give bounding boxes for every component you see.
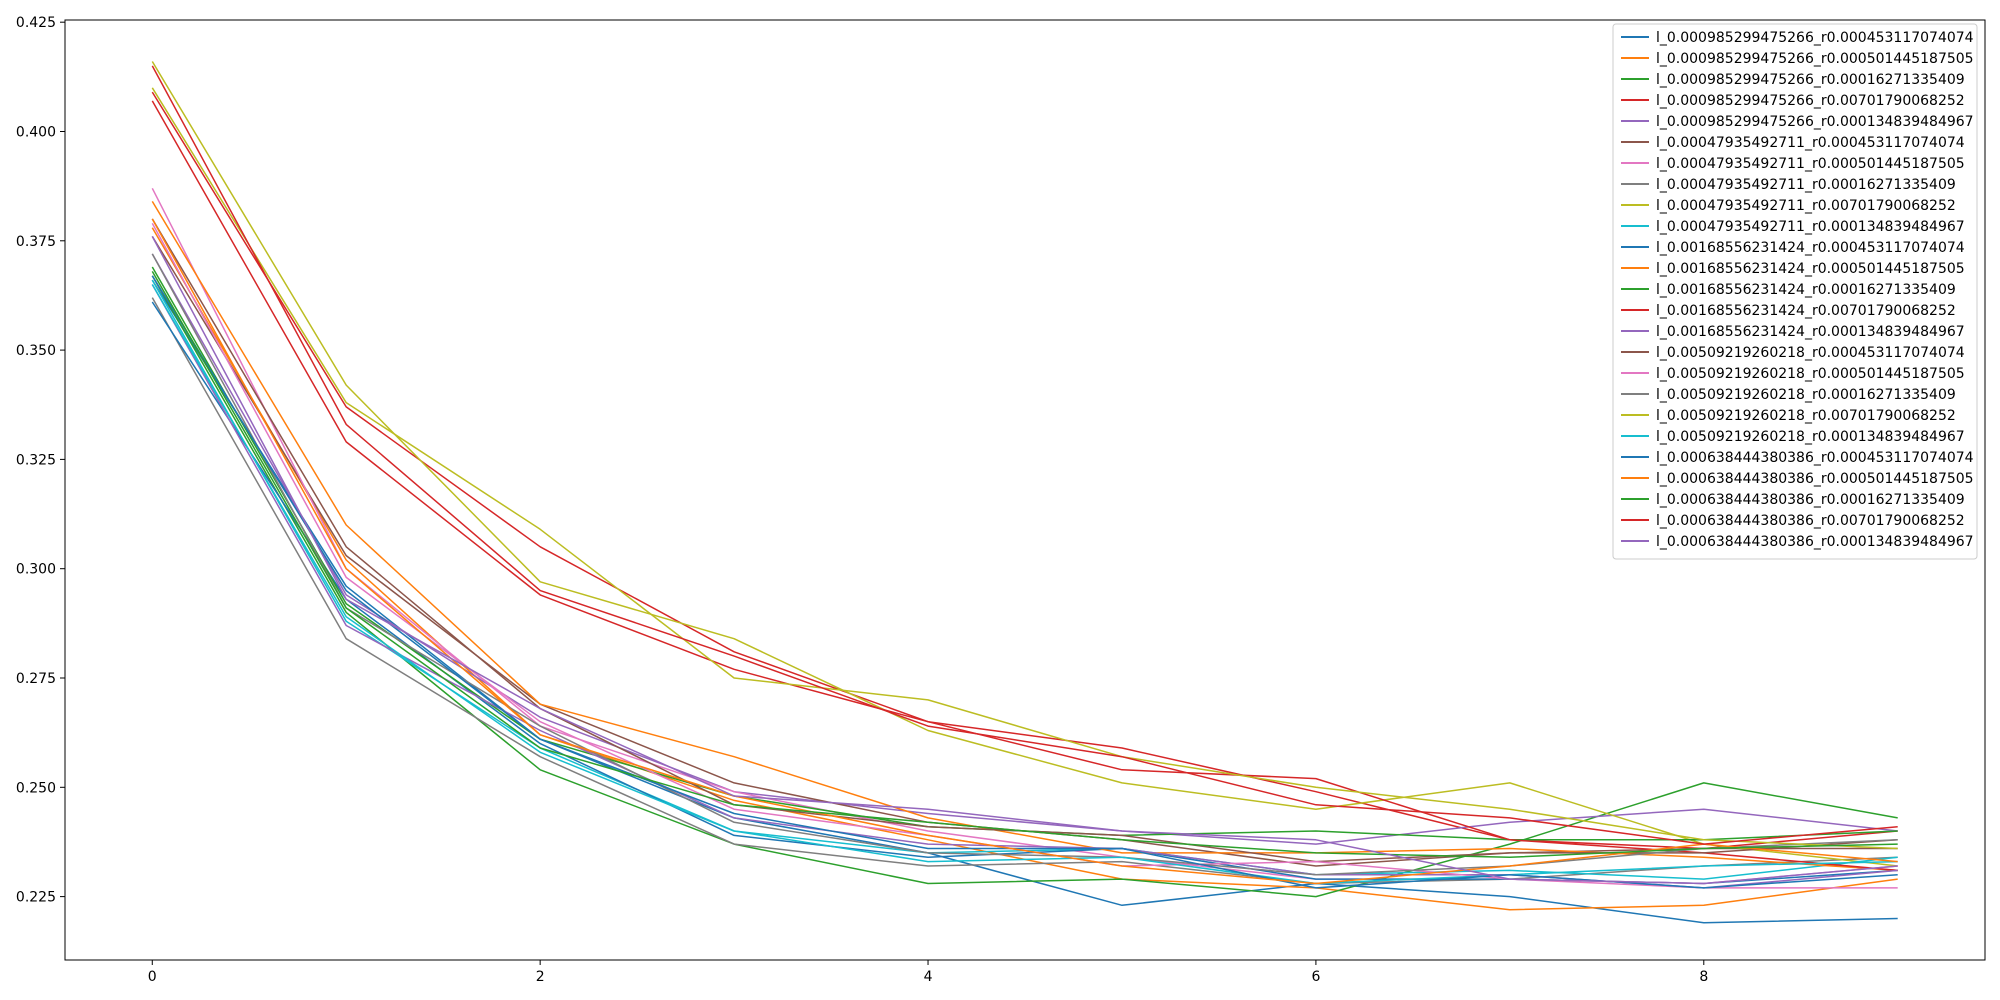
x-axis: 0 2 4 6 8 (148, 960, 1708, 985)
legend-label: l_0.00509219260218_r0.000453117074074 (1656, 345, 1965, 361)
x-tick-label: 0 (148, 969, 157, 985)
legend-label: l_0.00047935492711_r0.00701790068252 (1656, 198, 1956, 214)
legend-label: l_0.000638444380386_r0.00016271335409 (1656, 492, 1965, 508)
series-line-23 (151, 271, 1898, 859)
legend-label: l_0.000985299475266_r0.00701790068252 (1656, 93, 1965, 109)
series-line-24 (151, 65, 1898, 845)
legend-label: l_0.000638444380386_r0.00701790068252 (1656, 513, 1965, 529)
legend-label: l_0.00509219260218_r0.000134839484967 (1656, 429, 1965, 445)
series-line-7 (151, 187, 1898, 889)
x-tick-label: 6 (1311, 969, 1320, 985)
series-line-19 (151, 87, 1898, 850)
series-line-9 (151, 61, 1898, 867)
plot-frame (64, 19, 1986, 961)
legend-label: l_0.00168556231424_r0.000501445187505 (1656, 261, 1965, 277)
series-line-5 (151, 253, 1898, 845)
legend-label: l_0.000985299475266_r0.00016271335409 (1656, 72, 1965, 88)
series-line-4 (151, 91, 1898, 850)
legend-label: l_0.00168556231424_r0.000453117074074 (1656, 240, 1965, 256)
legend-label: l_0.000985299475266_r0.000453117074074 (1656, 30, 1974, 46)
series-line-20 (151, 284, 1898, 885)
legend-label: l_0.000985299475266_r0.000501445187505 (1656, 51, 1974, 67)
legend-label: l_0.00168556231424_r0.00701790068252 (1656, 303, 1956, 319)
legend-label: l_0.000638444380386_r0.000134839484967 (1656, 534, 1974, 550)
series-lines (151, 61, 1898, 924)
series-line-22 (151, 218, 1898, 885)
y-tick-label: 0.350 (16, 343, 56, 359)
legend-box (1612, 23, 1978, 560)
y-tick-label: 0.275 (16, 671, 56, 687)
x-tick-label: 4 (924, 969, 933, 985)
x-tick-label: 2 (536, 969, 545, 985)
legend-label: l_0.00047935492711_r0.000501445187505 (1656, 156, 1965, 172)
y-tick-label: 0.400 (16, 124, 56, 140)
y-tick-label: 0.425 (16, 15, 56, 31)
series-line-8 (151, 297, 1898, 885)
legend-label: l_0.00509219260218_r0.000501445187505 (1656, 366, 1965, 382)
y-tick-label: 0.375 (16, 234, 56, 250)
legend-label: l_0.000985299475266_r0.000134839484967 (1656, 114, 1974, 130)
legend-label: l_0.00509219260218_r0.00701790068252 (1656, 408, 1956, 424)
legend-label: l_0.00047935492711_r0.00016271335409 (1656, 177, 1956, 193)
y-tick-label: 0.250 (16, 780, 56, 796)
series-line-1 (151, 279, 1898, 924)
x-tick-label: 8 (1699, 969, 1708, 985)
y-tick-label: 0.300 (16, 562, 56, 578)
legend-label: l_0.000638444380386_r0.000501445187505 (1656, 471, 1974, 487)
legend: l_0.000985299475266_r0.000453117074074 l_… (1612, 23, 1978, 560)
legend-label: l_0.00047935492711_r0.000453117074074 (1656, 135, 1965, 151)
legend-label: l_0.00509219260218_r0.00016271335409 (1656, 387, 1956, 403)
legend-label: l_0.00047935492711_r0.000134839484967 (1656, 219, 1965, 235)
y-tick-label: 0.325 (16, 452, 56, 468)
legend-label: l_0.00168556231424_r0.00016271335409 (1656, 282, 1956, 298)
series-line-14 (151, 100, 1898, 872)
legend-label: l_0.000638444380386_r0.000453117074074 (1656, 450, 1974, 466)
y-tick-label: 0.225 (16, 890, 56, 906)
series-line-25 (151, 236, 1898, 885)
series-line-18 (151, 253, 1898, 876)
legend-label: l_0.00168556231424_r0.000134839484967 (1656, 324, 1965, 340)
y-axis: 0.225 0.250 0.275 0.300 0.325 0.350 0.375 0.400… (16, 15, 65, 906)
